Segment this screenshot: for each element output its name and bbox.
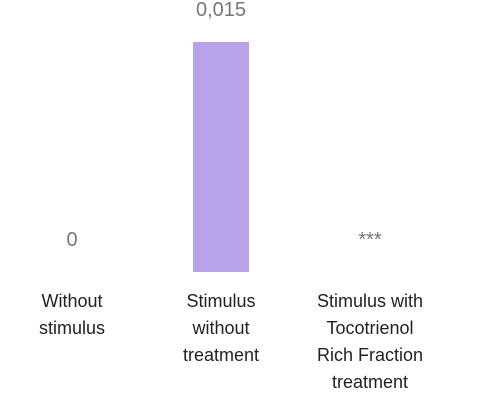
value-label: 0,015: [196, 0, 246, 21]
bar: [193, 42, 249, 272]
value-label: ***: [358, 229, 382, 251]
x-tick-label: Without stimulus: [39, 291, 105, 338]
x-tick-label: Stimulus without treatment: [183, 291, 259, 365]
x-tick-label: Stimulus with Tocotrienol Rich Fraction tre…: [317, 291, 423, 392]
value-label: 0: [66, 229, 77, 251]
